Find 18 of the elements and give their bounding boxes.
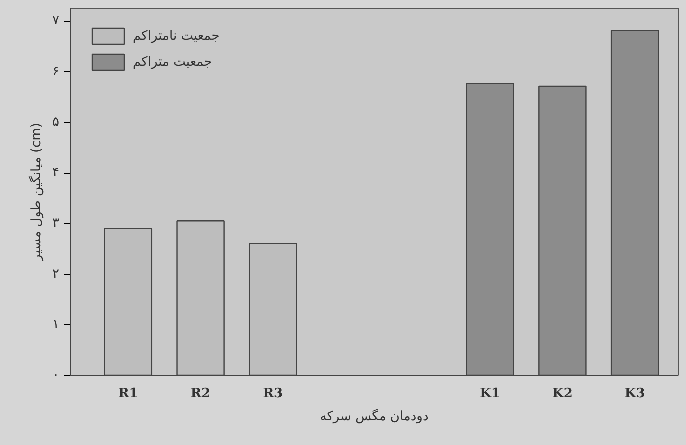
- y-tick-label: ۴: [52, 166, 60, 181]
- x-tick-label: K2: [552, 386, 573, 402]
- y-tick-label: ۵: [52, 114, 60, 130]
- y-tick-label: ۶: [52, 64, 60, 80]
- legend-label: جمعیت متراکم: [133, 54, 212, 70]
- y-tick-label: ۱: [52, 317, 60, 332]
- y-tick-label: ۲: [52, 266, 60, 282]
- x-tick-label: R2: [190, 386, 211, 402]
- x-axis-title: دودمان مگس سرکه: [320, 408, 429, 424]
- y-tick-label: ۷: [52, 14, 60, 29]
- x-tick-label: K3: [624, 386, 646, 402]
- x-tick-label: K1: [480, 386, 500, 402]
- y-tick-label: ۰: [52, 368, 60, 383]
- x-tick-label: R3: [263, 386, 284, 402]
- legend-label: جمعیت نامتراکم: [133, 28, 220, 44]
- y-tick-label: ۳: [52, 216, 60, 232]
- x-tick-label: R1: [118, 386, 138, 402]
- y-axis-title: میانگین طول مسیر (cm): [28, 122, 44, 262]
